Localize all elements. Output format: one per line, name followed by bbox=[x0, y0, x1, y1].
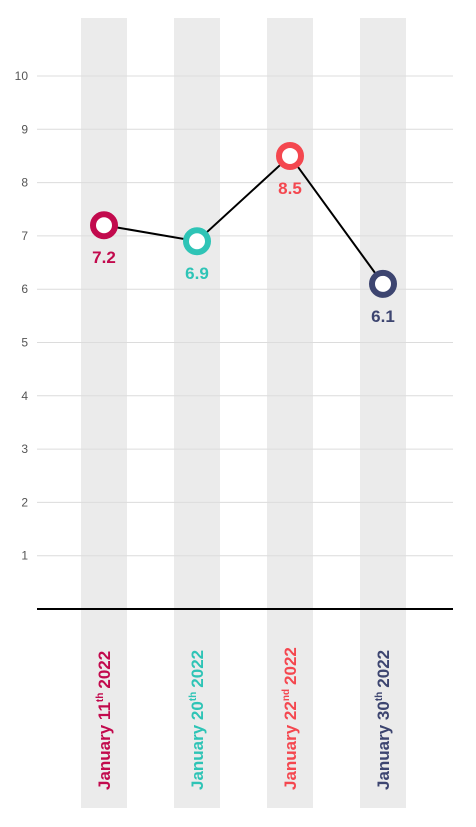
x-label-2: January 20th 2022 bbox=[188, 650, 207, 790]
point-marker-1 bbox=[90, 211, 118, 240]
point-markers bbox=[90, 141, 397, 298]
x-label-text-3: January 22nd 2022 bbox=[281, 647, 300, 790]
x-label-text-2: January 20th 2022 bbox=[188, 650, 207, 790]
column-band-1 bbox=[81, 18, 127, 808]
value-label-3: 8.5 bbox=[278, 179, 302, 198]
y-tick-label-9: 9 bbox=[21, 122, 28, 136]
series-line-group bbox=[103, 154, 384, 285]
x-label-main-3: January 22 bbox=[281, 701, 300, 790]
value-label-1: 7.2 bbox=[92, 248, 116, 267]
x-label-3: January 22nd 2022 bbox=[281, 647, 300, 790]
x-label-year-2: 2022 bbox=[188, 650, 207, 688]
column-bands bbox=[81, 18, 406, 808]
x-label-main-1: January 11 bbox=[95, 702, 114, 790]
value-labels: 7.2 6.9 8.5 6.1 bbox=[92, 179, 395, 326]
y-tick-label-6: 6 bbox=[21, 282, 28, 296]
value-label-2: 6.9 bbox=[185, 264, 209, 283]
x-label-text-4: January 30th 2022 bbox=[374, 650, 393, 790]
y-tick-label-8: 8 bbox=[21, 176, 28, 190]
series-line bbox=[103, 154, 384, 285]
x-label-main-2: January 20 bbox=[188, 701, 207, 790]
x-label-ordinal-1: th bbox=[95, 693, 106, 702]
x-label-ordinal-4: th bbox=[374, 692, 385, 701]
value-label-4: 6.1 bbox=[371, 307, 395, 326]
x-label-year-3: 2022 bbox=[281, 647, 300, 685]
y-tick-label-3: 3 bbox=[21, 442, 28, 456]
x-label-4: January 30th 2022 bbox=[374, 650, 393, 790]
x-label-year-4: 2022 bbox=[374, 650, 393, 688]
x-label-1: January 11th 2022 bbox=[95, 651, 114, 790]
column-band-4 bbox=[360, 18, 406, 808]
x-label-ordinal-3: nd bbox=[281, 689, 292, 701]
y-tick-label-7: 7 bbox=[21, 229, 28, 243]
y-axis-ticks: 1 2 3 4 5 6 7 8 9 10 bbox=[15, 69, 29, 563]
gridlines bbox=[37, 75, 453, 557]
x-label-main-4: January 30 bbox=[374, 701, 393, 790]
y-tick-label-1: 1 bbox=[21, 549, 28, 563]
point-marker-3 bbox=[276, 141, 304, 170]
y-tick-label-2: 2 bbox=[21, 495, 28, 509]
y-tick-label-5: 5 bbox=[21, 336, 28, 350]
x-label-year-1: 2022 bbox=[95, 651, 114, 689]
y-tick-label-4: 4 bbox=[21, 389, 28, 403]
point-marker-2 bbox=[183, 227, 211, 256]
x-label-text-1: January 11th 2022 bbox=[95, 651, 114, 790]
point-marker-4 bbox=[369, 269, 397, 298]
x-label-ordinal-2: th bbox=[188, 692, 199, 701]
column-band-2 bbox=[174, 18, 220, 808]
y-tick-label-10: 10 bbox=[15, 69, 29, 83]
